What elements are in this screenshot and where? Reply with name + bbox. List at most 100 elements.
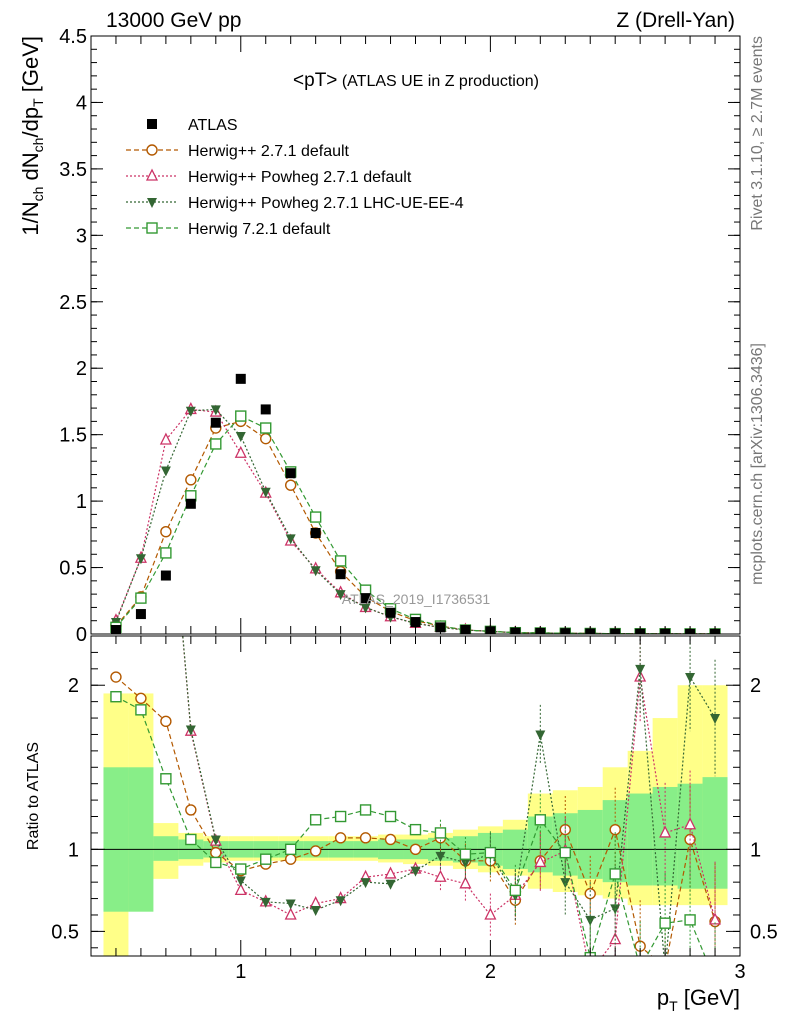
main-point-atlas-4 [210, 417, 221, 428]
main-point-herwig-2-7-1-default-7 [284, 479, 297, 491]
main-point-atlas-7 [285, 468, 296, 479]
main-point-herwig-2-7-1-default-3 [185, 474, 197, 486]
ratio-ytick-label-0.5: 0.5 [51, 921, 79, 943]
ratio-point-herwig-powheg-2-7-1-lhc-ue-ee-4-7 [285, 899, 296, 910]
main-point-atlas-5 [235, 373, 246, 384]
ratio-point-herwig-7-2-1-default-1 [135, 704, 147, 716]
main-point-herwig-7-2-1-default-6 [260, 422, 272, 434]
ratio-ytick-label-right-0.5: 0.5 [750, 921, 778, 943]
band-1sigma-0 [103, 767, 129, 912]
ratio-point-herwig-2-7-1-default-20 [609, 823, 621, 836]
ratio-point-herwig-powheg-2-7-1-default-22 [659, 825, 672, 838]
header-right: Z (Drell-Yan) [616, 9, 735, 32]
legend-label: Herwig 7.2.1 default [188, 221, 331, 238]
ratio-xtick-label-1: 1 [235, 961, 246, 983]
ratio-point-herwig-powheg-2-7-1-lhc-ue-ee-4-21 [635, 664, 646, 675]
main-point-herwig-7-2-1-default-1 [135, 592, 147, 604]
main-point-herwig-powheg-2-7-1-lhc-ue-ee-4-1 [135, 554, 146, 565]
band-1sigma-1 [128, 767, 154, 912]
main-ytick-label-2: 2 [76, 358, 87, 380]
ratio-point-herwig-7-2-1-default-23 [684, 914, 696, 926]
legend-marker [147, 119, 157, 129]
ratio-point-herwig-powheg-2-7-1-default-1 [136, 433, 146, 443]
main-point-herwig-powheg-2-7-1-lhc-ue-ee-4-5 [235, 431, 246, 442]
ratio-point-herwig-7-2-1-default-4 [210, 856, 222, 869]
ratio-point-herwig-2-7-1-default-22 [660, 962, 670, 972]
ratio-point-herwig-powheg-2-7-1-default-5 [234, 882, 247, 896]
ratio-point-herwig-2-7-1-default-8 [309, 845, 322, 857]
ratio-point-herwig-powheg-2-7-1-lhc-ue-ee-4-4 [210, 835, 221, 846]
main-ylabel: 1/Nch dNch/dpT [GeV] [18, 36, 46, 236]
ratio-point-herwig-7-2-1-default-3 [185, 833, 197, 846]
ratio-xtick-label-2: 2 [485, 961, 496, 983]
main-ytick-label-4: 4 [76, 92, 87, 114]
legend-marker [146, 144, 158, 156]
main-point-herwig-powheg-2-7-1-lhc-ue-ee-4-3 [185, 406, 196, 417]
main-point-atlas-8 [310, 528, 321, 539]
ratio-point-herwig-7-2-1-default-2 [160, 773, 172, 785]
ratio-point-herwig-powheg-2-7-1-lhc-ue-ee-4-9 [335, 896, 346, 907]
legend-marker [146, 222, 158, 234]
ratio-point-herwig-powheg-2-7-1-default-14 [459, 876, 472, 889]
ratio-point-herwig-7-2-1-default-7 [284, 843, 297, 856]
ratio-point-herwig-powheg-2-7-1-default-17 [534, 855, 547, 868]
main-point-herwig-7-2-1-default-5 [235, 410, 247, 422]
ratio-point-herwig-7-2-1-default-0 [110, 691, 122, 703]
band-1sigma-21 [627, 793, 653, 886]
main-point-atlas-1 [135, 609, 146, 620]
mcplots-label: mcplots.cern.ch [arXiv:1306.3436] [749, 343, 766, 585]
main-ytick-label-3.5: 3.5 [59, 159, 87, 181]
main-point-atlas-9 [335, 569, 346, 580]
header-left: 13000 GeV pp [106, 9, 241, 32]
legend-marker [147, 198, 157, 208]
main-point-herwig-7-2-1-default-8 [309, 511, 322, 523]
ratio-point-herwig-powheg-2-7-1-lhc-ue-ee-4-3 [185, 725, 196, 736]
ratio-point-herwig-powheg-2-7-1-default-0 [111, 433, 121, 443]
main-point-herwig-powheg-2-7-1-default-5 [234, 445, 247, 458]
ratio-point-herwig-powheg-2-7-1-default-11 [384, 866, 397, 879]
main-point-herwig-powheg-2-7-1-lhc-ue-ee-4-9 [335, 590, 346, 601]
legend-item-atlas: ATLAS [147, 117, 238, 134]
ratio-point-herwig-powheg-2-7-1-lhc-ue-ee-4-1 [136, 435, 146, 445]
ratio-point-herwig-7-2-1-default-18 [559, 846, 571, 859]
main-point-atlas-6 [260, 404, 271, 415]
main-point-herwig-7-2-1-default-4 [210, 438, 222, 450]
ratio-ytick-label-right-2: 2 [750, 675, 761, 697]
xlabel: pT [GeV] [657, 985, 740, 1014]
ratio-point-herwig-powheg-2-7-1-lhc-ue-ee-4-23 [685, 673, 696, 684]
ratio-point-herwig-7-2-1-default-13 [434, 827, 447, 839]
ratio-point-herwig-2-7-1-default-1 [135, 692, 147, 705]
main-point-atlas-3 [185, 498, 196, 509]
ratio-point-herwig-powheg-2-7-1-lhc-ue-ee-4-11 [385, 879, 396, 890]
ratio-point-herwig-7-2-1-default-5 [235, 863, 247, 875]
main-point-herwig-powheg-2-7-1-lhc-ue-ee-4-6 [260, 487, 271, 498]
legend-item-herwig-powheg-2-7-1-default: Herwig++ Powheg 2.7.1 default [126, 168, 412, 186]
main-ytick-label-3: 3 [76, 225, 87, 247]
main-ytick-label-4.5: 4.5 [59, 26, 87, 48]
ratio-point-herwig-powheg-2-7-1-default-15 [484, 907, 497, 920]
legend-marker [145, 168, 159, 181]
ratio-point-herwig-powheg-2-7-1-lhc-ue-ee-4-13 [435, 851, 446, 862]
ratio-point-herwig-7-2-1-default-10 [359, 804, 372, 816]
main-point-herwig-powheg-2-7-1-lhc-ue-ee-4-2 [160, 466, 171, 477]
ratio-ytick-label-right-1: 1 [750, 839, 761, 861]
main-point-herwig-7-2-1-default-9 [334, 555, 347, 567]
ratio-point-herwig-7-2-1-default-21 [635, 962, 645, 972]
main-point-herwig-powheg-2-7-1-lhc-ue-ee-4-7 [285, 534, 296, 545]
legend: ATLAS Herwig++ 2.7.1 default Herwig++ Powh… [126, 117, 464, 238]
main-point-atlas-11 [385, 607, 396, 618]
ratio-point-herwig-7-2-1-default-17 [534, 814, 547, 826]
main-point-atlas-12 [410, 617, 421, 628]
main-point-atlas-10 [360, 593, 371, 604]
ratio-point-herwig-7-2-1-default-8 [309, 814, 322, 826]
ratio-point-herwig-2-7-1-default-11 [384, 833, 397, 846]
ratio-point-herwig-7-2-1-default-14 [459, 848, 472, 860]
ratio-point-herwig-7-2-1-default-16 [509, 884, 522, 897]
legend-label: Herwig++ 2.7.1 default [188, 143, 350, 160]
ratio-point-herwig-2-7-1-default-2 [160, 715, 172, 728]
main-ytick-label-0.5: 0.5 [59, 558, 87, 580]
main-panel-axes: 0 0.5 1 1.5 2 2.5 3 3.5 4 4.5 [59, 26, 741, 646]
ratio-point-herwig-powheg-2-7-1-lhc-ue-ee-4-10 [360, 878, 371, 889]
main-point-herwig-powheg-2-7-1-lhc-ue-ee-4-8 [310, 566, 321, 577]
